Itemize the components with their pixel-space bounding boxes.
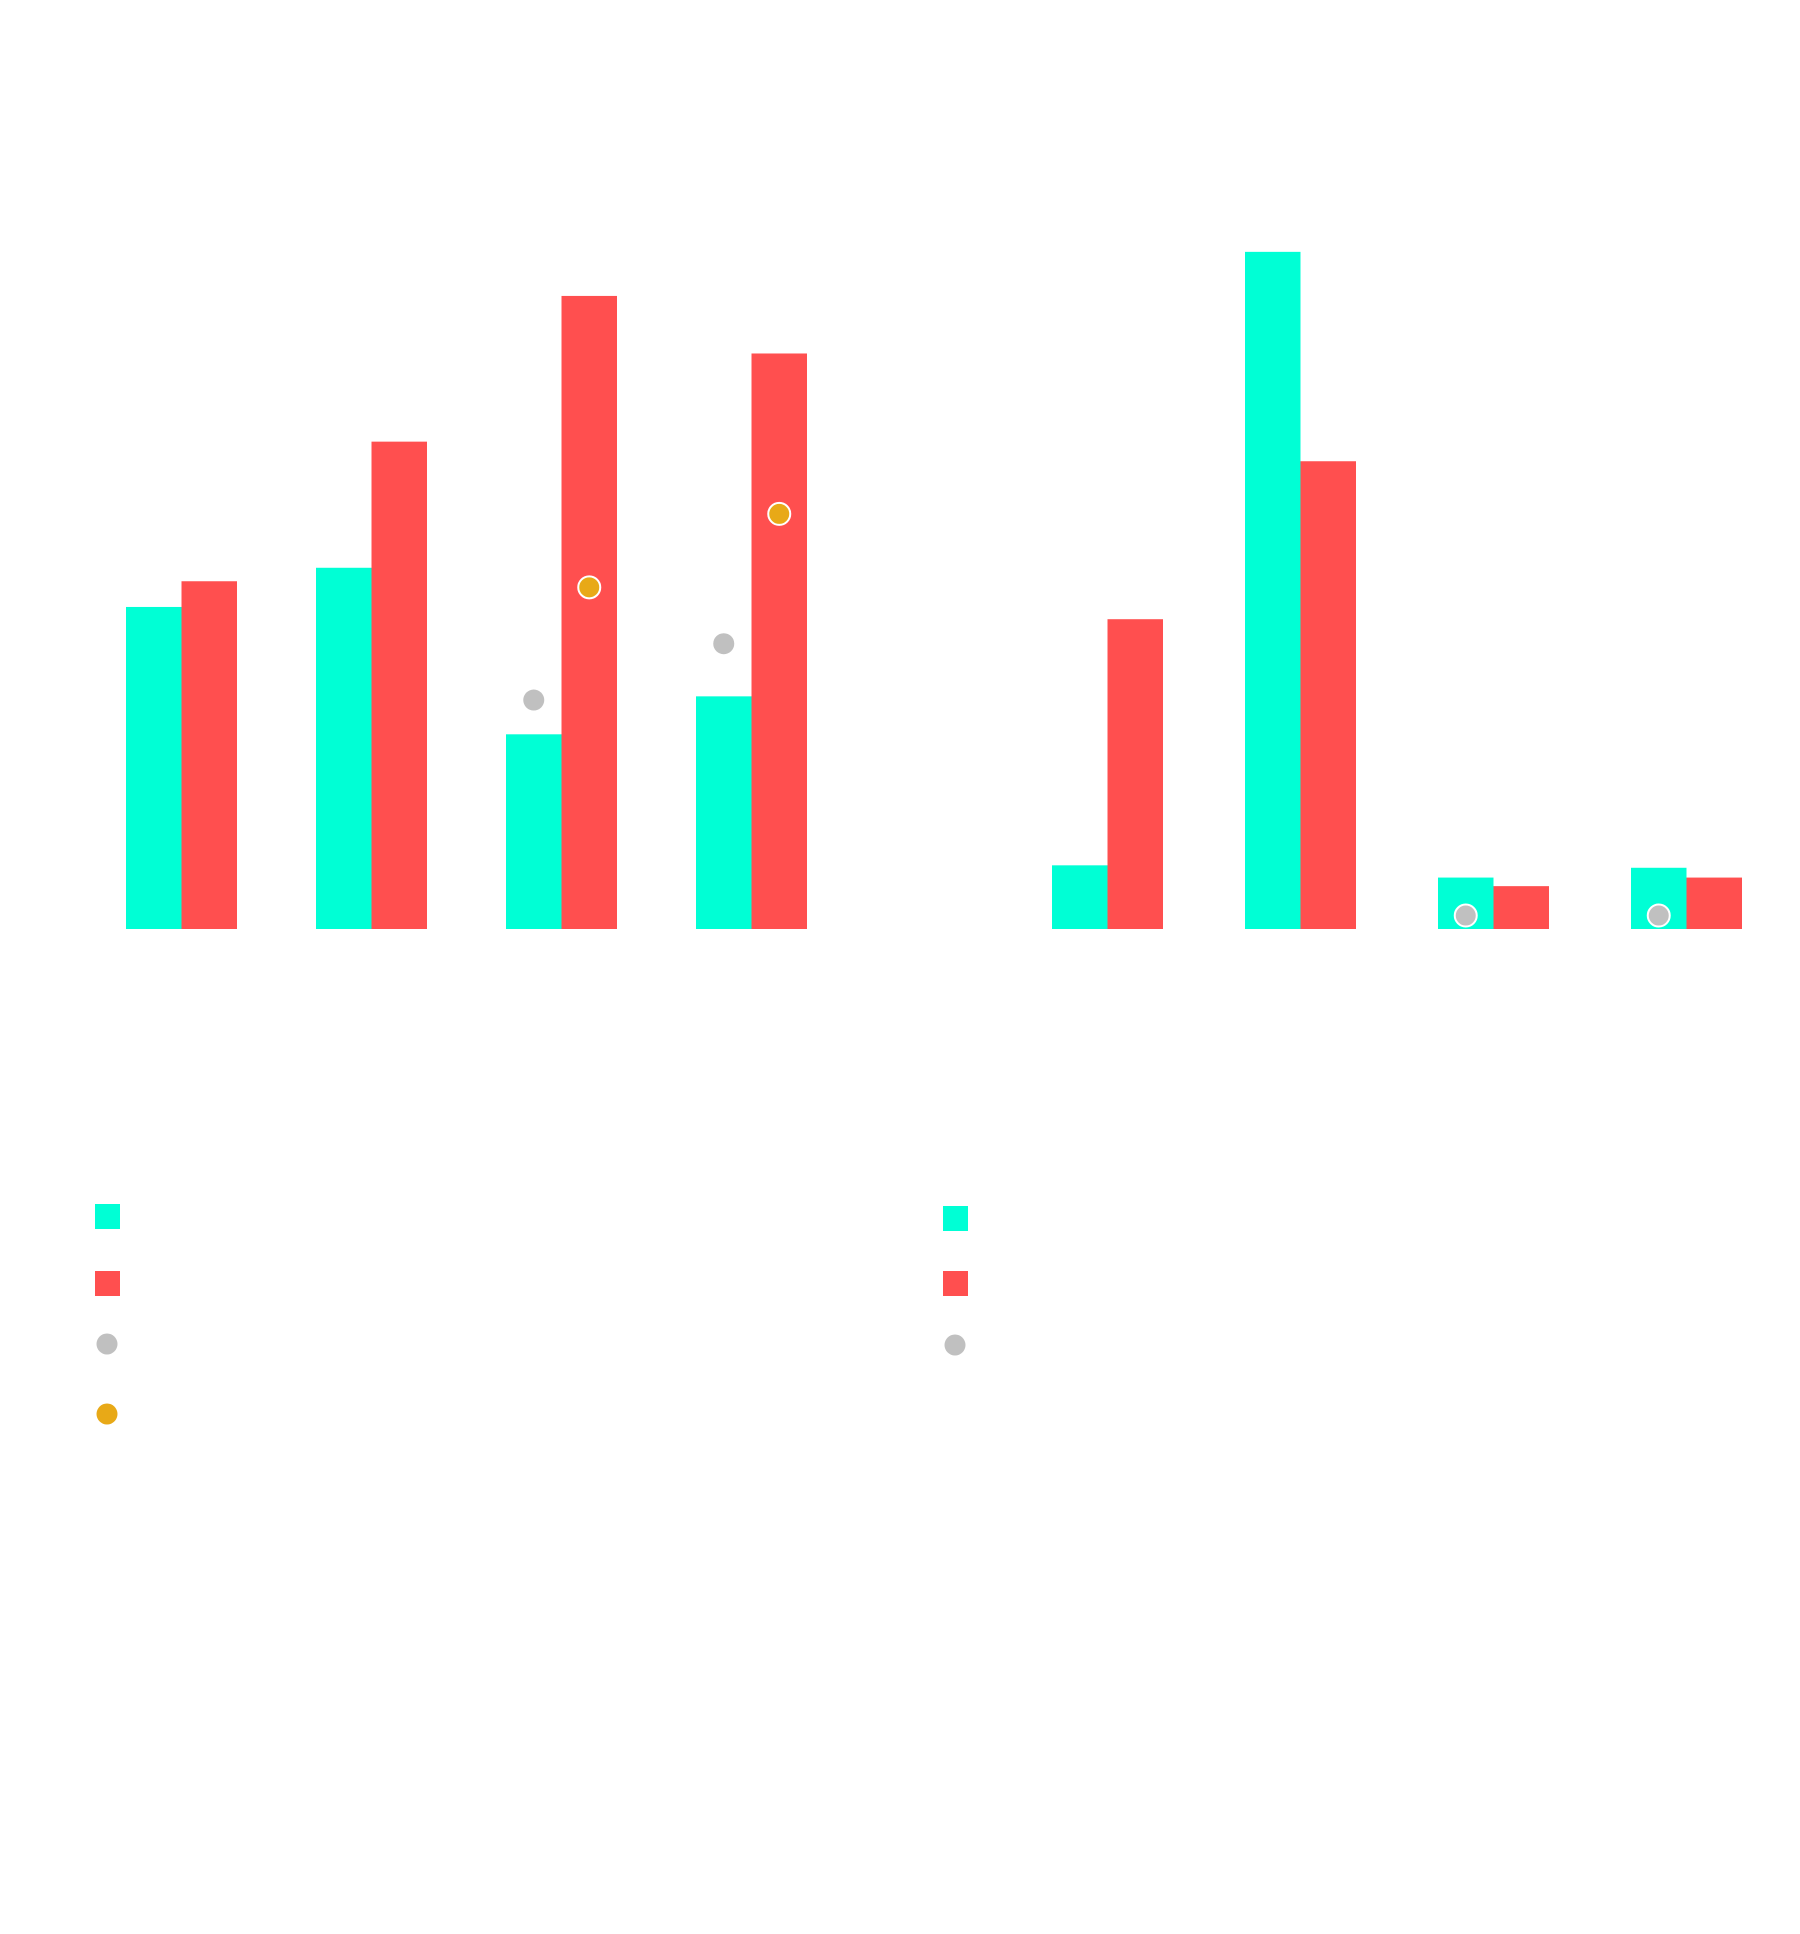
left-legend bbox=[95, 1204, 120, 1425]
legend-swatch-series_a bbox=[943, 1206, 968, 1231]
bar-series_a-1 bbox=[126, 606, 182, 929]
right-panel bbox=[1052, 251, 1742, 929]
bar-series_b-1 bbox=[181, 581, 237, 929]
bar-series_a-1 bbox=[1052, 865, 1108, 929]
bar-series_b-3 bbox=[1493, 886, 1549, 929]
legend-swatch-series_b bbox=[943, 1271, 968, 1296]
bar-series_b-1 bbox=[1107, 619, 1163, 929]
marker_gray-point-2 bbox=[1646, 903, 1671, 928]
bar-series_b-2 bbox=[1300, 461, 1356, 929]
marker_gray-point-1 bbox=[1453, 903, 1478, 928]
bar-series_a-4 bbox=[696, 696, 752, 929]
marker_gray-point-1 bbox=[523, 689, 545, 711]
bar-series_a-2 bbox=[1245, 251, 1301, 929]
bar-series_a-2 bbox=[316, 567, 372, 929]
legend-swatch-marker_gray bbox=[96, 1333, 118, 1355]
marker_orange-point-4 bbox=[767, 501, 792, 526]
legend-swatch-series_b bbox=[95, 1271, 120, 1296]
right-legend bbox=[943, 1206, 968, 1356]
bar-series_b-4 bbox=[751, 353, 807, 929]
bar-series_b-4 bbox=[1686, 877, 1742, 929]
legend-swatch-marker_orange bbox=[96, 1403, 118, 1425]
bar-series_b-3 bbox=[561, 295, 617, 930]
legend-swatch-series_a bbox=[95, 1204, 120, 1229]
bar-series_b-2 bbox=[371, 441, 427, 929]
marker_gray-point-2 bbox=[713, 633, 735, 655]
left-panel bbox=[126, 295, 807, 930]
bar-series_a-3 bbox=[506, 734, 562, 929]
legend-swatch-marker_gray bbox=[944, 1334, 966, 1356]
marker_orange-point-3 bbox=[577, 575, 602, 600]
